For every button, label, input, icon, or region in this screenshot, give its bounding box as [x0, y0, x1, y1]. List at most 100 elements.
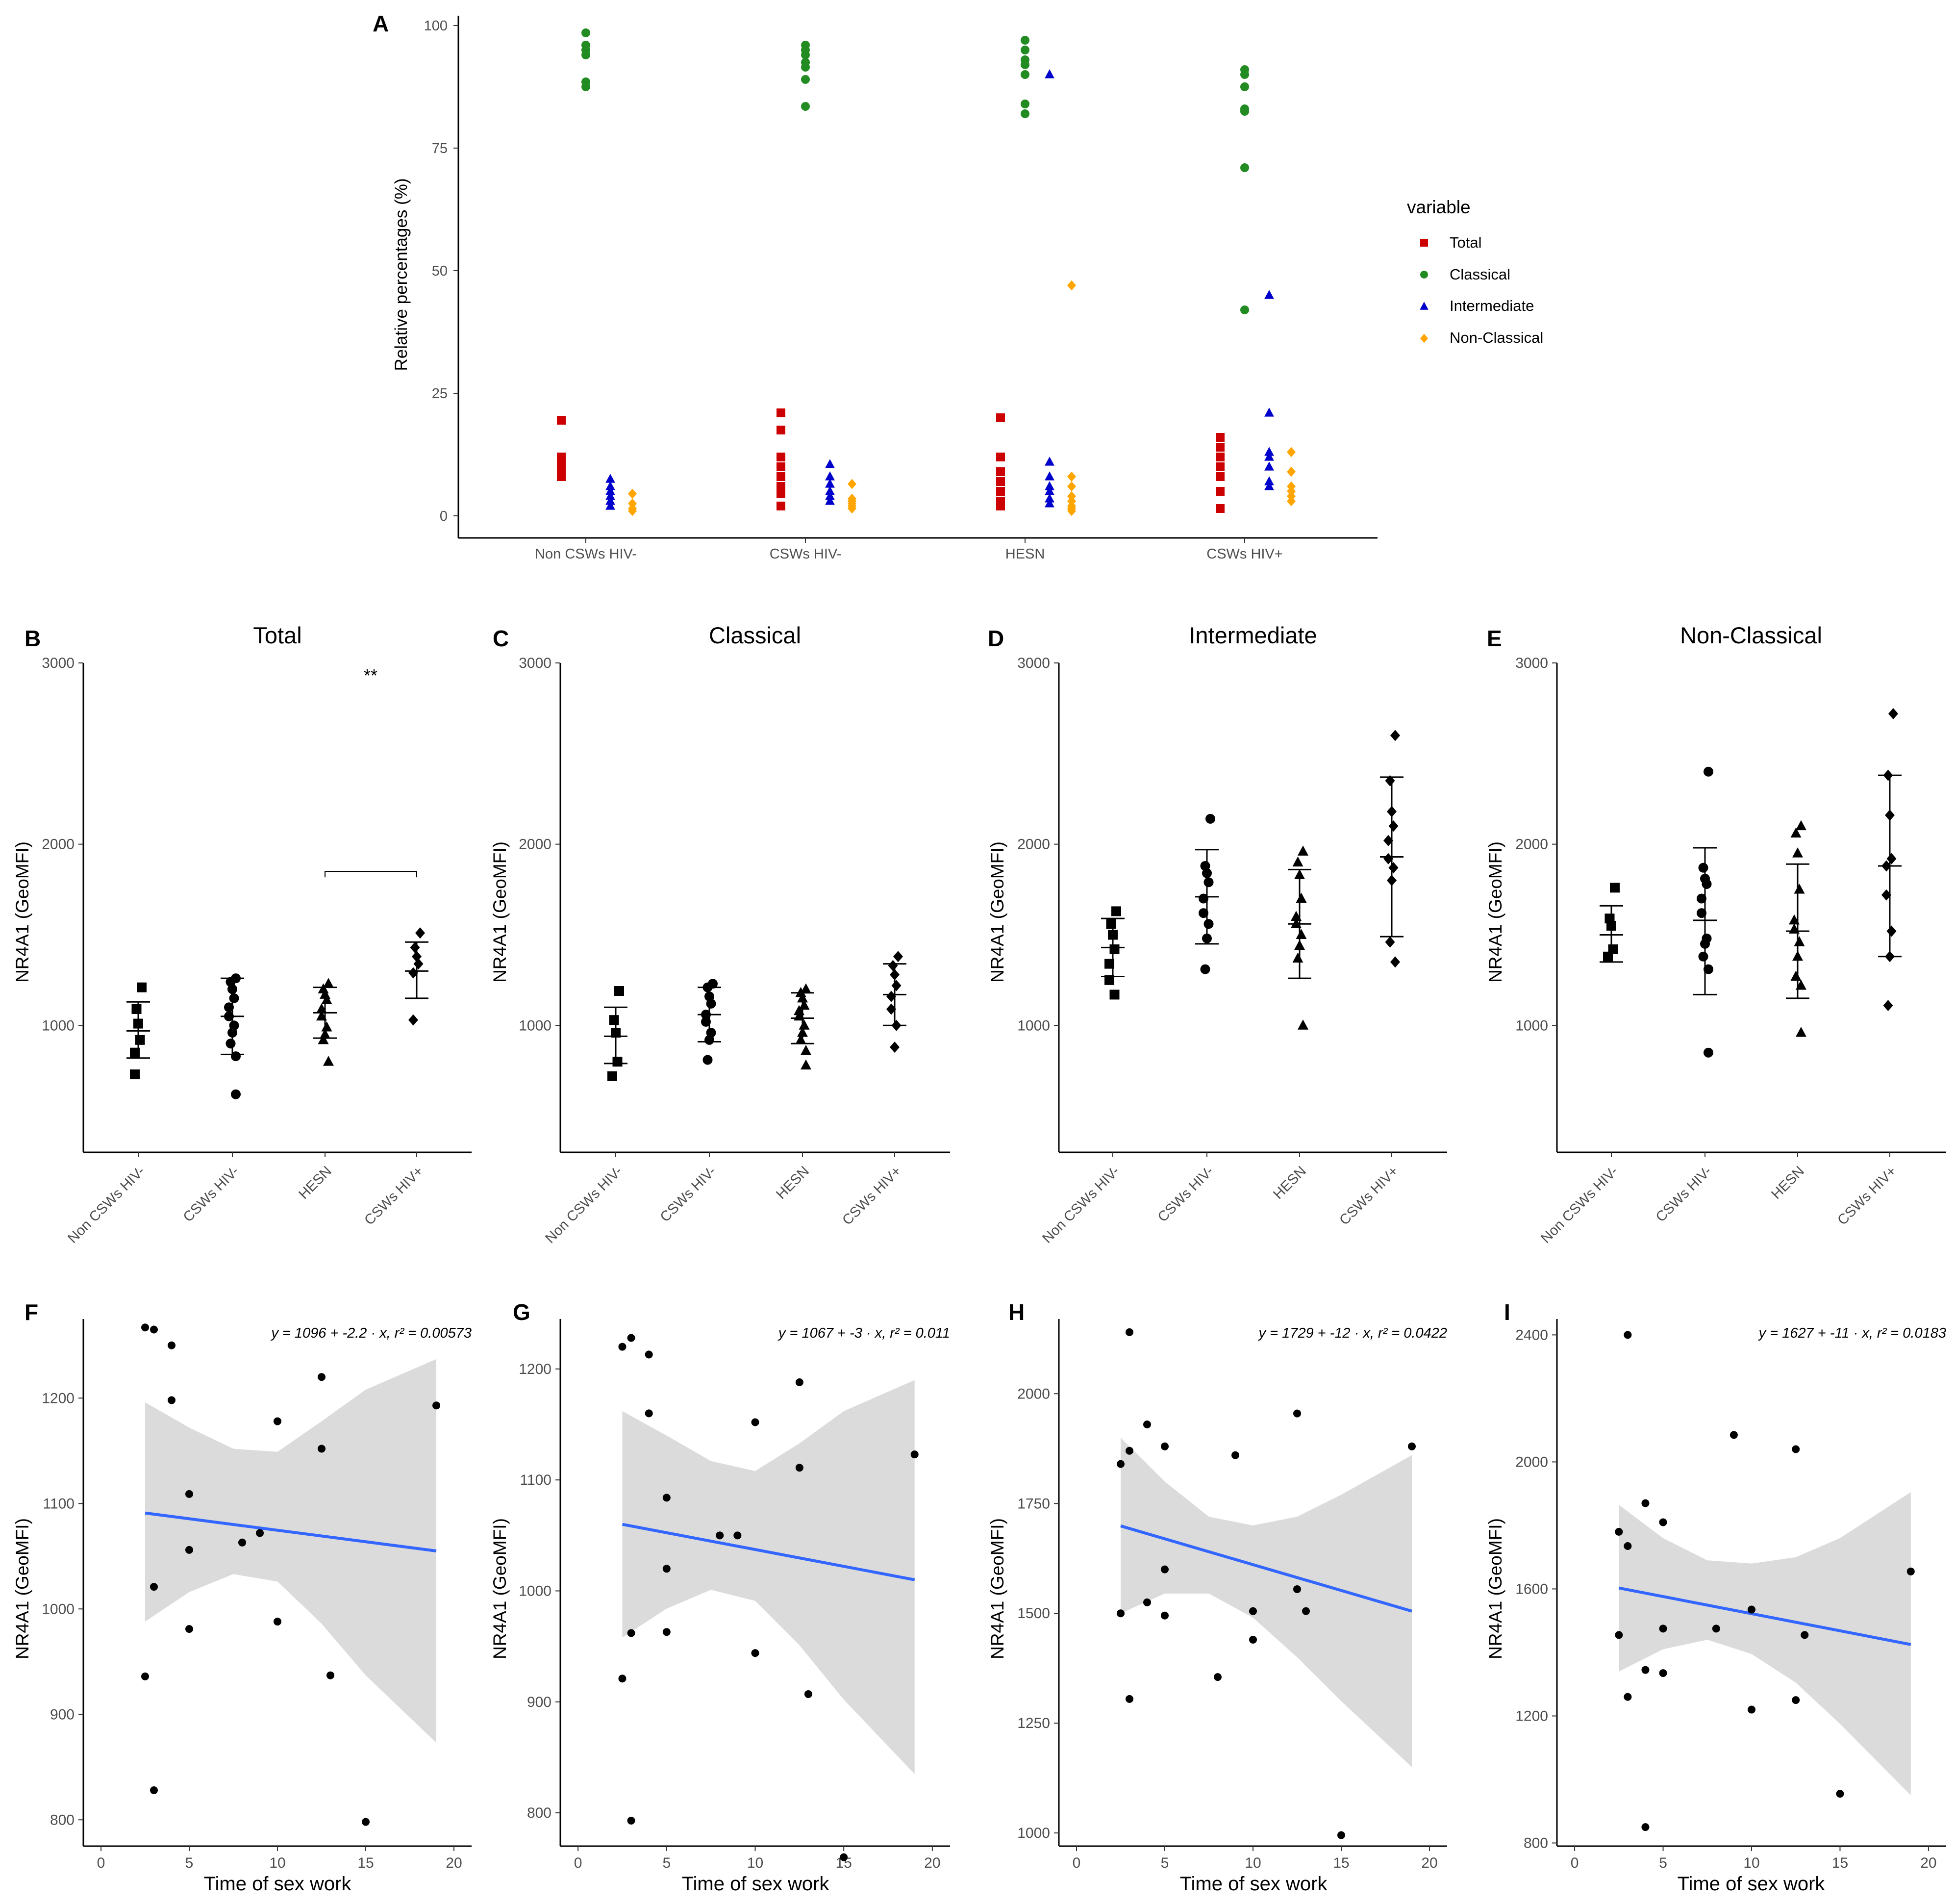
panel-a-legend-key-intermediate	[1420, 302, 1429, 310]
panel-e-point	[1698, 951, 1708, 962]
panel-a-point-classical	[1021, 100, 1029, 108]
panel-h-chart: Time of sex work NR4A1 (GeoMFI) y = 1729…	[987, 1319, 1447, 1895]
panel-d-point	[1104, 959, 1114, 969]
panel-e-point	[1704, 766, 1713, 777]
panel-f-x-tick-label: 5	[185, 1855, 194, 1871]
panel-d-point	[1385, 936, 1395, 948]
panel-a-point-intermediate	[1264, 481, 1274, 490]
panel-i-x-tick-label: 5	[1659, 1855, 1667, 1871]
panel-g-marks	[618, 1334, 919, 1861]
panel-i-point	[1615, 1631, 1623, 1639]
panel-a-point-total	[1216, 453, 1225, 461]
panel-a-point-total	[996, 487, 1005, 496]
panel-a-ylabel: Relative percentages (%)	[392, 178, 411, 371]
panel-a-x-tick-label: Non CSWs HIV-	[535, 546, 637, 562]
panel-a-point-total	[777, 408, 785, 417]
panel-f-point	[185, 1546, 193, 1554]
panel-b-point	[137, 982, 147, 992]
panel-g-y-tick-label: 900	[527, 1694, 551, 1710]
panel-i-point	[1641, 1499, 1650, 1507]
panel-a-point-intermediate	[605, 496, 615, 505]
panel-e-point	[1888, 708, 1898, 719]
panel-a-point-intermediate	[1045, 481, 1054, 490]
panel-h-point	[1408, 1442, 1416, 1450]
panel-a-point-classical	[1021, 109, 1029, 118]
panel-i-point	[1712, 1625, 1720, 1633]
panel-a-legend-key-total	[1420, 239, 1428, 247]
panel-h-point	[1143, 1598, 1151, 1606]
panel-a-point-intermediate	[1045, 498, 1054, 508]
panel-e-point	[1698, 863, 1708, 873]
panel-f-y-tick-label: 1000	[42, 1601, 75, 1617]
panel-c-y-tick-label: 3000	[519, 655, 551, 671]
panel-e-point	[1704, 964, 1713, 974]
panel-i-point	[1729, 1431, 1738, 1439]
panel-e-y-tick-label: 3000	[1515, 655, 1548, 671]
panel-h-point	[1302, 1607, 1310, 1615]
panel-a-point-total	[996, 477, 1005, 486]
panel-b-point	[131, 1004, 142, 1014]
panel-a-legend-title: variable	[1407, 197, 1471, 217]
panel-e-point	[1792, 847, 1803, 858]
panel-a-point-classical	[581, 82, 590, 91]
panel-f-point	[150, 1786, 158, 1795]
panel-h-point	[1293, 1409, 1301, 1418]
panel-f-point	[326, 1671, 334, 1679]
panel-d-point	[1383, 835, 1393, 846]
panel-b-point	[229, 993, 239, 1003]
panel-d-point	[1205, 813, 1215, 824]
panel-g-point	[627, 1629, 635, 1637]
panel-h-point	[1293, 1585, 1301, 1593]
panel-g-point	[618, 1675, 627, 1683]
panel-g-point	[662, 1494, 671, 1502]
panel-a-point-intermediate	[605, 474, 615, 483]
panel-b-point	[321, 994, 332, 1005]
panel-e-point	[1790, 827, 1802, 838]
panel-c-point	[795, 1034, 806, 1044]
panel-f-xlabel: Time of sex work	[204, 1873, 352, 1895]
panel-h-y-tick-label: 1250	[1017, 1715, 1050, 1731]
panel-i-xlabel: Time of sex work	[1678, 1873, 1826, 1895]
panel-f-marks	[141, 1323, 440, 1826]
panel-h-point	[1117, 1609, 1125, 1618]
panel-e-point	[1881, 889, 1891, 901]
panel-i-point	[1792, 1696, 1800, 1704]
panel-b-point	[135, 1035, 145, 1045]
panel-a-point-non-classical	[1067, 280, 1076, 291]
panel-h-point	[1231, 1451, 1239, 1459]
panel-c-point	[799, 999, 810, 1010]
panel-g-ylabel: NR4A1 (GeoMFI)	[490, 1518, 510, 1659]
panel-e-point	[1697, 893, 1706, 904]
panel-a-y-tick-label: 100	[424, 18, 448, 34]
panel-d-point	[1390, 956, 1400, 968]
panel-a-point-intermediate	[605, 481, 615, 490]
panel-i-equation: y = 1627 + -11 · x, r² = 0.0183	[1758, 1325, 1946, 1341]
panel-a-y-tick-label: 25	[432, 386, 448, 402]
panel-g-x-tick-label: 10	[747, 1855, 763, 1871]
panel-f-point	[168, 1341, 175, 1349]
panel-i-point	[1659, 1669, 1667, 1677]
panel-d-title: Intermediate	[1189, 622, 1317, 648]
panel-i-point	[1836, 1790, 1844, 1798]
panel-d-point	[1292, 856, 1303, 867]
panel-d-point	[1109, 944, 1120, 955]
panel-h-x-tick-label: 0	[1073, 1855, 1081, 1871]
panel-g-confidence-band	[622, 1380, 915, 1774]
panel-i-y-tick-label: 2000	[1515, 1454, 1548, 1470]
panel-f-confidence-band	[145, 1359, 436, 1743]
panel-c-y-tick-label: 2000	[519, 837, 551, 853]
panel-g-point	[840, 1853, 848, 1861]
panel-a-point-total	[996, 413, 1005, 422]
panel-a-point-non-classical	[1067, 506, 1076, 516]
panel-a-point-non-classical	[1287, 447, 1296, 457]
panel-a-point-total	[1216, 487, 1225, 496]
panel-i-point	[1906, 1567, 1915, 1575]
panel-h-equation: y = 1729 + -12 · x, r² = 0.0422	[1258, 1325, 1447, 1341]
panel-a-point-classical	[581, 28, 590, 37]
panel-letter-i: I	[1504, 1299, 1510, 1325]
panel-a-point-classical	[1240, 107, 1249, 116]
panel-d-point	[1199, 908, 1208, 918]
panel-h-axes: 1000 1250 1500 1750 2000 0 5 10 15 20	[1017, 1319, 1447, 1871]
panel-h-point	[1249, 1635, 1257, 1644]
